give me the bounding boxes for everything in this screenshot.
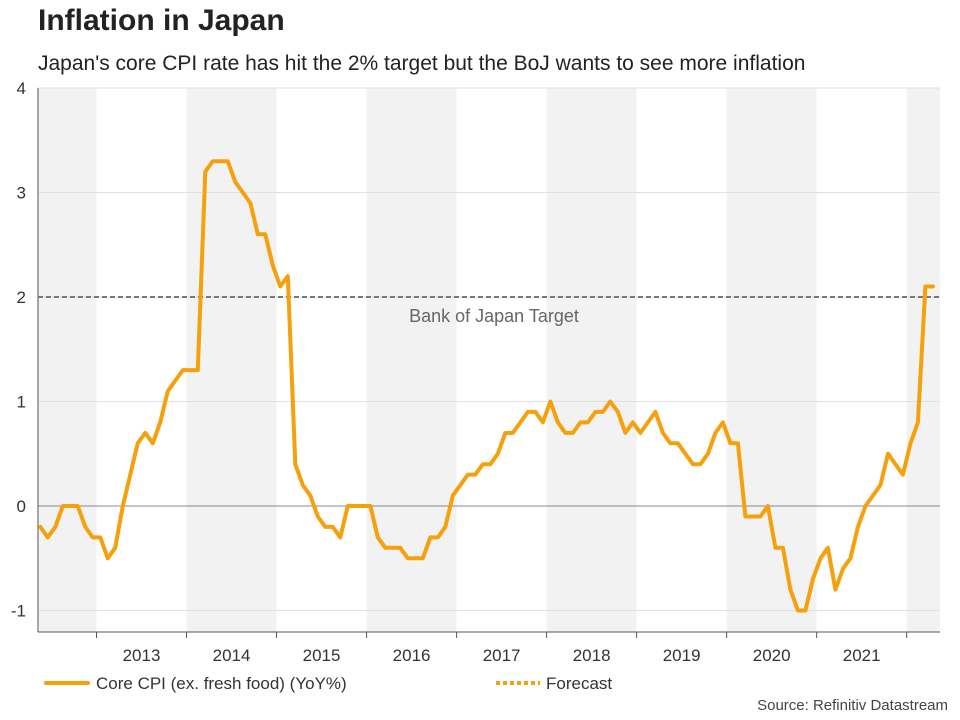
y-tick-label: -1 [11, 602, 26, 621]
x-tick-label: 2020 [753, 646, 791, 665]
legend-label-core-cpi: Core CPI (ex. fresh food) (YoY%) [96, 674, 347, 693]
shade-band-2012 [38, 88, 97, 632]
series-line-0 [38, 159, 935, 613]
y-tick-label: 1 [17, 393, 26, 412]
x-tick-label: 2019 [663, 646, 701, 665]
target-reference: Bank of Japan Target [38, 296, 940, 326]
x-tick-label: 2014 [213, 646, 251, 665]
y-tick-label: 4 [17, 79, 26, 98]
shade-band-2018 [546, 88, 637, 632]
shade-band-2016 [366, 88, 457, 632]
target-label: Bank of Japan Target [409, 306, 579, 326]
x-tick-label: 2013 [123, 646, 161, 665]
shade-band-2020 [726, 88, 817, 632]
source-note: Source: Refinitiv Datastream [757, 697, 948, 714]
y-tick-label: 0 [17, 497, 26, 516]
y-tick-label: 3 [17, 184, 26, 203]
legend: Core CPI (ex. fresh food) (YoY%) Forecast [44, 674, 612, 693]
x-tick-label: 2016 [393, 646, 431, 665]
y-tick-label: 2 [17, 288, 26, 307]
x-axis: 2013 2014 2015 2016 2017 2018 2019 2020 2021 [38, 631, 940, 665]
chart-title: Inflation in Japan [38, 4, 285, 37]
series-lines [38, 159, 935, 613]
y-axis-ticks: -1 0 1 2 3 4 [11, 79, 26, 621]
legend-label-forecast: Forecast [546, 674, 612, 693]
x-tick-label: 2018 [573, 646, 611, 665]
x-tick-label: 2017 [483, 646, 521, 665]
x-tick-label: 2015 [303, 646, 341, 665]
shade-band-2014 [186, 88, 277, 632]
chart-subtitle: Japan's core CPI rate has hit the 2% tar… [38, 52, 806, 75]
x-tick-label: 2021 [843, 646, 881, 665]
year-shading [38, 88, 940, 632]
